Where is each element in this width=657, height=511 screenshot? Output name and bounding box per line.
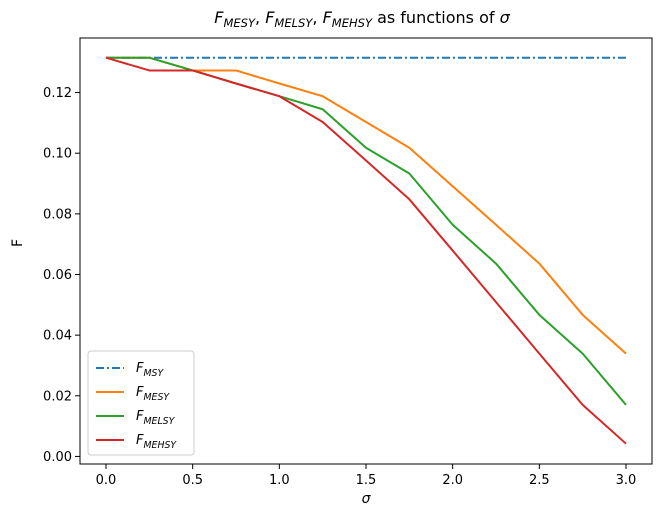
- y-tick-label: 0.04: [43, 329, 72, 344]
- y-axis-label: F: [10, 239, 26, 247]
- chart-title: FMESY​, FMELSY​, FMEHSY​ as functions of…: [214, 8, 510, 30]
- legend-item-mesy: FMESY​: [96, 385, 170, 403]
- x-tick-label: 3.0: [616, 473, 637, 488]
- legend-item-msy: FMSY​: [96, 361, 164, 379]
- series-layer: [105, 56, 627, 445]
- x-tick-label: 1.0: [269, 473, 290, 488]
- x-tick-label: 0.0: [96, 473, 117, 488]
- x-axis-label: σ: [362, 491, 372, 507]
- x-tick-label: 2.5: [529, 473, 550, 488]
- legend-box: [87, 350, 195, 456]
- legend-item-melsy: FMELSY​: [96, 409, 176, 427]
- legend-label: FMESY​: [136, 385, 170, 403]
- y-tick-label: 0.00: [43, 450, 72, 465]
- y-tick-label: 0.02: [43, 389, 72, 404]
- y-tick-label: 0.06: [43, 268, 72, 283]
- axes-frame: [79, 37, 653, 465]
- x-tick-label: 1.5: [356, 473, 377, 488]
- y-tick-label: 0.08: [43, 207, 72, 222]
- legend-label: FMSY​: [136, 361, 164, 379]
- series-line-mehsy: [105, 56, 627, 445]
- legend-label: FMELSY​: [136, 409, 176, 427]
- legend-item-mehsy: FMEHSY​: [96, 433, 177, 451]
- x-tick-label: 2.0: [442, 473, 463, 488]
- legend: FMSY​ FMESY​ FMELSY​ FMEHSY​: [87, 350, 195, 456]
- x-axis: 0.0 0.5 1.0 1.5 2.0 2.5 3.0: [96, 464, 637, 488]
- legend-label: FMEHSY​: [136, 433, 177, 451]
- y-tick-label: 0.12: [43, 86, 72, 101]
- y-axis: 0.00 0.02 0.04 0.06 0.08 0.10 0.12: [43, 86, 80, 465]
- series-line-mesy: [106, 56, 627, 355]
- y-tick-label: 0.10: [43, 147, 72, 162]
- x-tick-label: 0.5: [182, 473, 203, 488]
